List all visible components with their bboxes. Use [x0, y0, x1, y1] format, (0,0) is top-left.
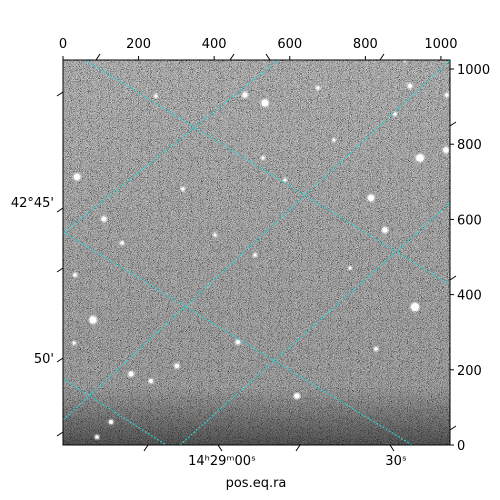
- ra-tick-label-2: 30ˢ: [385, 454, 407, 469]
- grid-edge-tick: [56, 267, 64, 273]
- grid-edge-tick: [56, 91, 64, 97]
- grid-edge-tick: [265, 53, 271, 61]
- star: [149, 379, 153, 383]
- star: [411, 303, 419, 311]
- star: [261, 156, 265, 160]
- star: [101, 216, 107, 222]
- grid-edge-tick: [95, 53, 101, 61]
- pixel-x-tick-label: 1000: [424, 37, 457, 52]
- pixel-y-tick-label: 0: [457, 439, 465, 454]
- star: [283, 178, 287, 182]
- pixel-x-tick-label: 800: [353, 37, 378, 52]
- star: [235, 339, 241, 345]
- star: [174, 363, 180, 369]
- star: [393, 112, 397, 116]
- grid-line: [179, 202, 450, 445]
- star: [367, 194, 375, 202]
- star: [109, 420, 113, 424]
- dec-tick-label-2: 50': [34, 352, 54, 367]
- pixel-y-axis: 0 200 400 600 800 1000: [450, 63, 490, 454]
- sky-image: [63, 60, 450, 445]
- star: [348, 266, 352, 270]
- star: [181, 187, 185, 191]
- star: [73, 273, 77, 277]
- pixel-y-tick-label: 800: [457, 138, 482, 153]
- grid-edge-tick: [449, 121, 457, 127]
- coordinate-grid: [63, 60, 450, 445]
- grid-edge-tick: [143, 444, 149, 452]
- grid-edge-ticks: [56, 53, 457, 452]
- star: [120, 241, 124, 245]
- star: [253, 253, 257, 257]
- star: [73, 173, 81, 181]
- dec-tick-label-1: 42°45': [11, 196, 54, 211]
- star: [72, 341, 76, 345]
- grid-edge-tick: [449, 275, 457, 281]
- grid-edge-tick: [56, 357, 64, 363]
- star: [445, 93, 449, 97]
- x-axis-label: pos.eq.ra: [226, 476, 287, 491]
- grid-line: [63, 60, 279, 234]
- grid-edge-tick: [229, 53, 235, 61]
- star: [294, 393, 300, 399]
- star: [374, 347, 378, 351]
- pixel-y-tick-label: 200: [457, 364, 482, 379]
- star: [261, 99, 269, 107]
- grid-edge-tick: [449, 425, 457, 431]
- pixel-x-tick-label: 0: [59, 37, 67, 52]
- star: [242, 92, 248, 98]
- star: [332, 138, 336, 142]
- star: [416, 154, 424, 162]
- star: [128, 371, 134, 377]
- grid-edge-tick: [56, 207, 64, 213]
- grid-edge-tick: [379, 53, 385, 61]
- star: [154, 94, 158, 98]
- pixel-x-tick-label: 600: [277, 37, 302, 52]
- star: [213, 233, 217, 237]
- pixel-x-tick-label: 400: [202, 37, 227, 52]
- star: [89, 316, 97, 324]
- pixel-x-tick-label: 200: [126, 37, 151, 52]
- grid-line: [84, 60, 450, 286]
- ra-tick-label-1: 14ʰ29ᵐ00ˢ: [188, 454, 256, 469]
- grid-line: [63, 60, 450, 421]
- star: [316, 86, 320, 90]
- pixel-y-tick-label: 600: [457, 213, 482, 228]
- star: [407, 83, 413, 89]
- star-field: [71, 60, 450, 441]
- pixel-x-axis: 0 200 400 600 800 1000: [59, 37, 457, 60]
- grid-edge-tick: [295, 444, 301, 452]
- grid-edge-tick: [389, 444, 395, 452]
- star: [95, 435, 99, 439]
- grid-edge-tick: [217, 444, 223, 452]
- grid-edge-tick: [56, 431, 64, 437]
- star: [443, 147, 449, 153]
- pixel-y-tick-label: 1000: [457, 63, 490, 78]
- pixel-y-tick-label: 400: [457, 289, 482, 304]
- plot-frame: [62, 59, 451, 446]
- star: [382, 227, 388, 233]
- grid-line: [63, 378, 167, 445]
